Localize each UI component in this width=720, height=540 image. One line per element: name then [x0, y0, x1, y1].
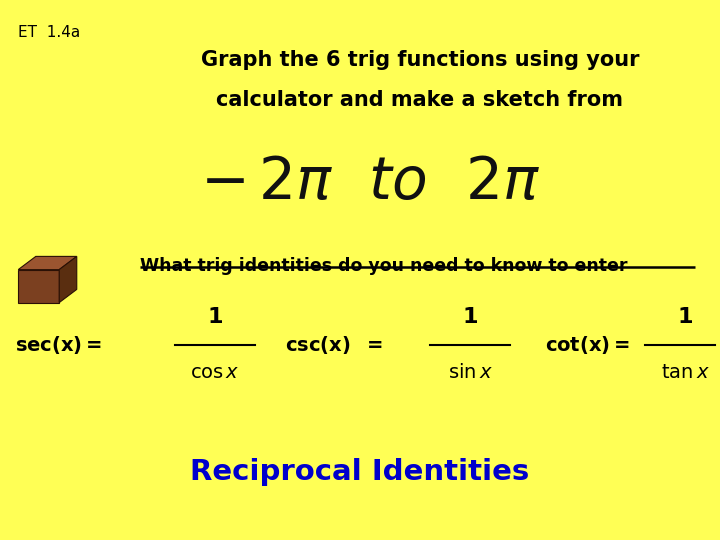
Text: $\mathbf{1}$: $\mathbf{1}$ — [462, 307, 478, 327]
Text: What trig identities do you need to know to enter: What trig identities do you need to know… — [140, 257, 628, 275]
Text: $\mathbf{1}$: $\mathbf{1}$ — [677, 307, 693, 327]
Text: $-\,2\pi\quad\!\! to\quad\!\! 2\pi$: $-\,2\pi\quad\!\! to\quad\!\! 2\pi$ — [200, 155, 540, 212]
Text: calculator and make a sketch from: calculator and make a sketch from — [217, 90, 624, 110]
Text: $\mathbf{sec(x) =}$: $\mathbf{sec(x) =}$ — [15, 334, 102, 356]
Polygon shape — [18, 269, 59, 302]
Text: $\cos x$: $\cos x$ — [190, 363, 240, 382]
Polygon shape — [59, 256, 77, 302]
Text: Reciprocal Identities: Reciprocal Identities — [190, 458, 530, 486]
Text: $\tan x$: $\tan x$ — [660, 363, 709, 382]
Text: $\mathbf{1}$: $\mathbf{1}$ — [207, 307, 223, 327]
Text: $\mathbf{cot(x) =}$: $\mathbf{cot(x) =}$ — [545, 334, 630, 356]
Text: ET  1.4a: ET 1.4a — [18, 25, 80, 40]
Polygon shape — [18, 256, 77, 269]
Text: $\sin x$: $\sin x$ — [448, 363, 492, 382]
Text: Graph the 6 trig functions using your: Graph the 6 trig functions using your — [201, 50, 639, 70]
Text: $\mathbf{csc(x)\ \ =}$: $\mathbf{csc(x)\ \ =}$ — [285, 334, 383, 356]
